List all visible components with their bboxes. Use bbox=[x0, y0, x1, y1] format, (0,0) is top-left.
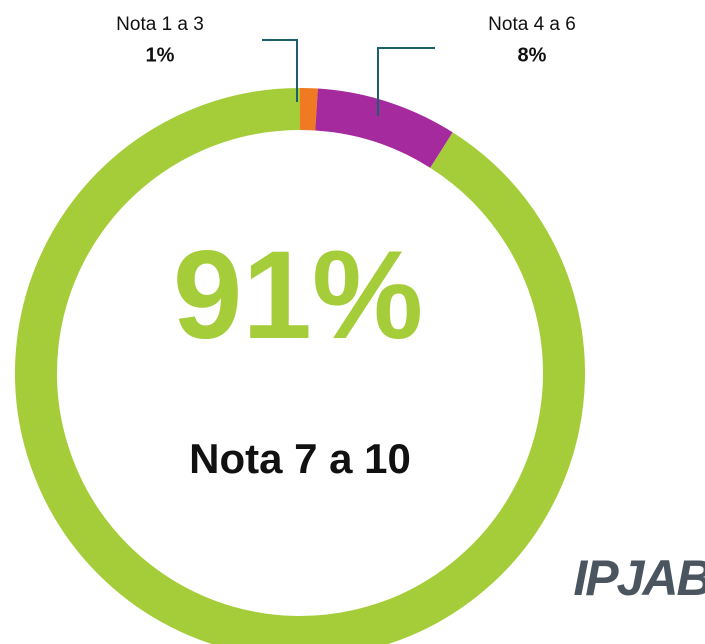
value-label: 91% bbox=[173, 226, 423, 365]
donut-segment bbox=[314, 88, 453, 169]
donut-segment bbox=[299, 88, 318, 131]
category-label: Nota 1 a 3 bbox=[116, 14, 204, 35]
value-label: 8% bbox=[518, 44, 547, 66]
donut-segment bbox=[15, 88, 585, 644]
leader-line bbox=[377, 47, 435, 116]
leader-line bbox=[262, 39, 298, 102]
category-label: Nota 4 a 6 bbox=[488, 14, 576, 35]
category-label: Nota 7 a 10 bbox=[189, 435, 411, 482]
logo: IPJAB bbox=[573, 550, 705, 606]
value-label: 1% bbox=[146, 44, 175, 66]
